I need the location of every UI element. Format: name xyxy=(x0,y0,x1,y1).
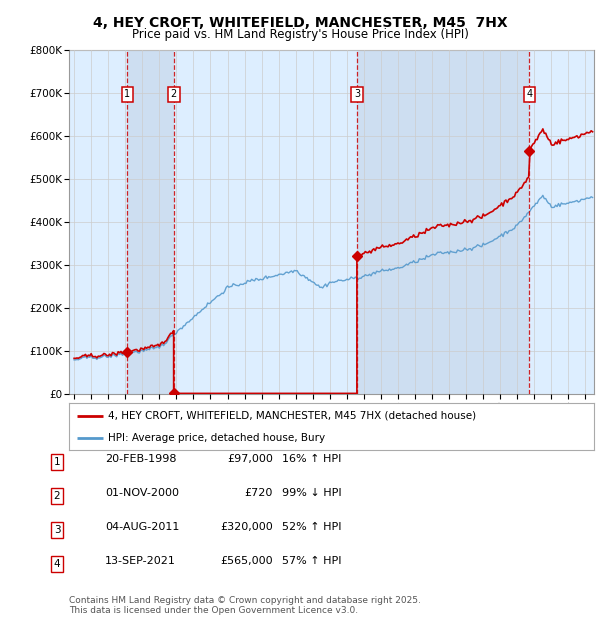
Text: 52% ↑ HPI: 52% ↑ HPI xyxy=(282,522,341,532)
Text: 01-NOV-2000: 01-NOV-2000 xyxy=(105,488,179,498)
Text: 16% ↑ HPI: 16% ↑ HPI xyxy=(282,454,341,464)
Text: Price paid vs. HM Land Registry's House Price Index (HPI): Price paid vs. HM Land Registry's House … xyxy=(131,28,469,41)
Text: 3: 3 xyxy=(53,525,61,535)
Text: £565,000: £565,000 xyxy=(220,556,273,566)
Bar xyxy=(357,50,529,394)
Text: 1: 1 xyxy=(53,457,61,467)
Text: 99% ↓ HPI: 99% ↓ HPI xyxy=(282,488,341,498)
Text: £97,000: £97,000 xyxy=(227,454,273,464)
Text: 2: 2 xyxy=(53,491,61,501)
Text: 2: 2 xyxy=(170,89,177,99)
Text: 04-AUG-2011: 04-AUG-2011 xyxy=(105,522,179,532)
Text: 4: 4 xyxy=(53,559,61,569)
Text: 13-SEP-2021: 13-SEP-2021 xyxy=(105,556,176,566)
Text: 4, HEY CROFT, WHITEFIELD, MANCHESTER, M45 7HX (detached house): 4, HEY CROFT, WHITEFIELD, MANCHESTER, M4… xyxy=(109,410,476,420)
Text: 57% ↑ HPI: 57% ↑ HPI xyxy=(282,556,341,566)
Text: Contains HM Land Registry data © Crown copyright and database right 2025.
This d: Contains HM Land Registry data © Crown c… xyxy=(69,596,421,615)
Text: 3: 3 xyxy=(354,89,360,99)
Text: 4, HEY CROFT, WHITEFIELD, MANCHESTER, M45  7HX: 4, HEY CROFT, WHITEFIELD, MANCHESTER, M4… xyxy=(92,16,508,30)
Text: 20-FEB-1998: 20-FEB-1998 xyxy=(105,454,176,464)
Text: £320,000: £320,000 xyxy=(220,522,273,532)
Text: 1: 1 xyxy=(124,89,131,99)
Text: HPI: Average price, detached house, Bury: HPI: Average price, detached house, Bury xyxy=(109,433,325,443)
Text: £720: £720 xyxy=(245,488,273,498)
Text: 4: 4 xyxy=(526,89,532,99)
Bar xyxy=(127,50,173,394)
